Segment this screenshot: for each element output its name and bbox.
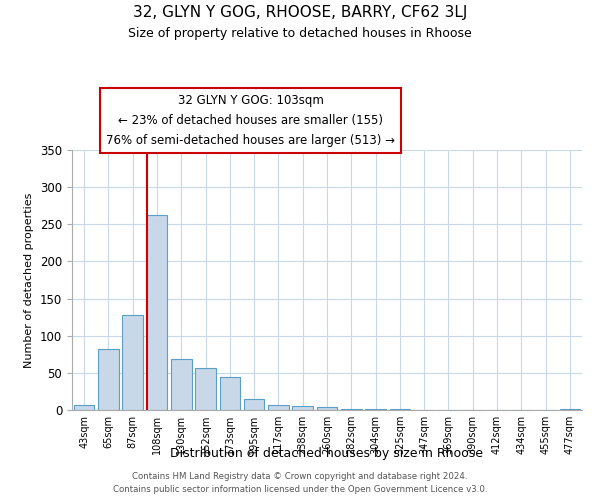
Text: 32 GLYN Y GOG: 103sqm
← 23% of detached houses are smaller (155)
76% of semi-det: 32 GLYN Y GOG: 103sqm ← 23% of detached …	[106, 94, 395, 148]
Bar	[195, 368, 216, 410]
Y-axis label: Number of detached properties: Number of detached properties	[25, 192, 34, 368]
Bar	[146, 216, 167, 410]
Bar	[317, 407, 337, 410]
Text: Contains HM Land Registry data © Crown copyright and database right 2024.: Contains HM Land Registry data © Crown c…	[132, 472, 468, 481]
Bar	[220, 378, 240, 410]
Text: Size of property relative to detached houses in Rhoose: Size of property relative to detached ho…	[128, 28, 472, 40]
Bar	[171, 360, 191, 410]
Text: Distribution of detached houses by size in Rhoose: Distribution of detached houses by size …	[170, 448, 484, 460]
Bar	[268, 405, 289, 410]
Bar	[292, 406, 313, 410]
Bar	[74, 405, 94, 410]
Text: Contains public sector information licensed under the Open Government Licence v3: Contains public sector information licen…	[113, 485, 487, 494]
Bar	[341, 408, 362, 410]
Bar	[122, 315, 143, 410]
Bar	[244, 399, 265, 410]
Bar	[98, 349, 119, 410]
Text: 32, GLYN Y GOG, RHOOSE, BARRY, CF62 3LJ: 32, GLYN Y GOG, RHOOSE, BARRY, CF62 3LJ	[133, 5, 467, 20]
